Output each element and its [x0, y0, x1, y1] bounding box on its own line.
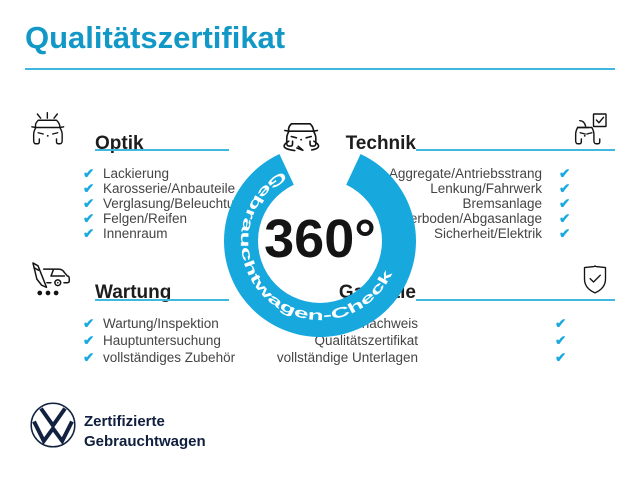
- svg-text:360°: 360°: [264, 209, 376, 269]
